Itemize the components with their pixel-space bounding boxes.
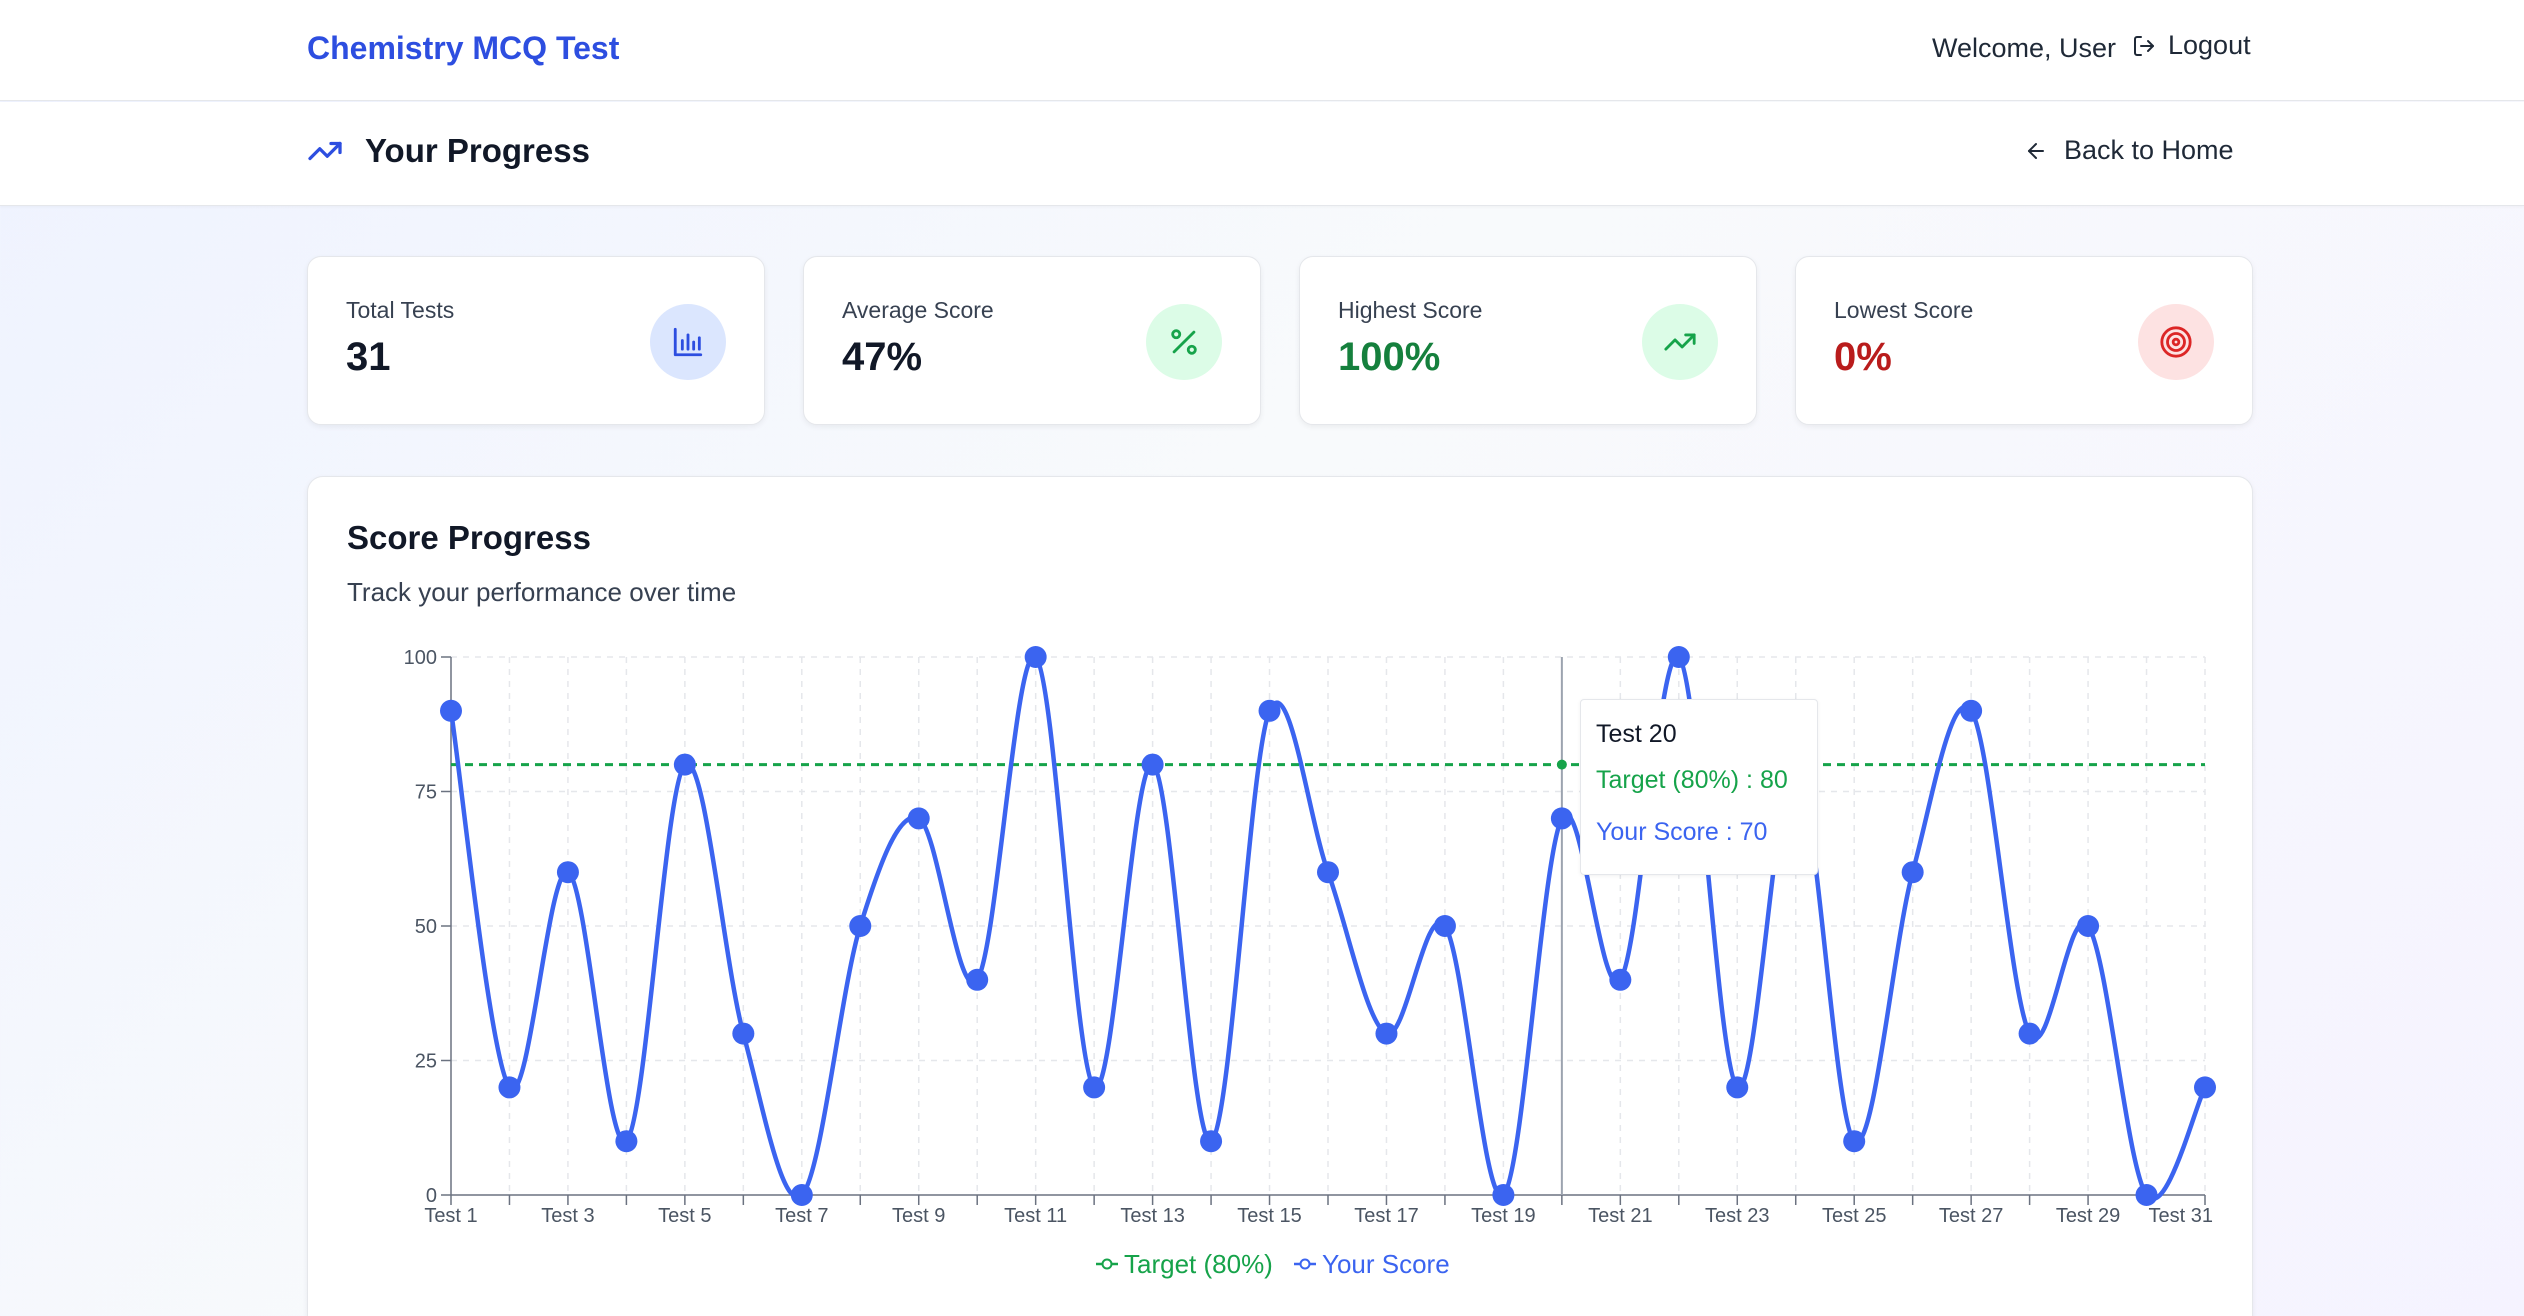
app-title[interactable]: Chemistry MCQ Test <box>307 30 620 66</box>
score-data-point <box>1083 1076 1106 1099</box>
score-data-point <box>1024 646 1047 668</box>
score-data-point <box>849 915 872 937</box>
legend-score-swatch-dot <box>1299 1258 1311 1270</box>
stat-value: 0% <box>1834 335 1892 379</box>
score-data-point <box>2135 1184 2158 1206</box>
percent-icon <box>1171 329 1197 355</box>
score-data-point <box>1433 915 1456 937</box>
logout-icon <box>2134 35 2154 56</box>
stat-label: Lowest Score <box>1834 297 1974 323</box>
stat-value: 31 <box>346 335 391 379</box>
x-tick-label: Test 31 <box>2149 1205 2213 1227</box>
chart-title: Score Progress <box>347 519 591 556</box>
score-data-point <box>2077 915 2100 937</box>
score-data-point <box>1667 646 1690 668</box>
score-data-point <box>1726 1076 1749 1099</box>
x-tick-label: Test 27 <box>1939 1205 2003 1227</box>
page-title: Your Progress <box>307 132 590 170</box>
stat-icon-circle <box>650 304 726 380</box>
x-tick-label: Test 19 <box>1471 1205 1535 1227</box>
x-tick-label: Test 23 <box>1705 1205 1769 1227</box>
target-icon <box>2160 326 2192 358</box>
x-tick-label: Test 17 <box>1354 1205 1418 1227</box>
logout-label: Logout <box>2168 30 2251 60</box>
y-tick-label: 25 <box>415 1051 437 1073</box>
score-data-point <box>1843 1130 1866 1153</box>
trending-up-icon <box>308 141 342 161</box>
tooltip-target-line: Target (80%) : 80 <box>1596 766 1788 794</box>
stat-card-average-score: Average Score 47% <box>803 256 1261 425</box>
score-data-point <box>615 1130 638 1153</box>
page-title-text: Your Progress <box>365 132 590 169</box>
tooltip-title: Test 20 <box>1596 720 1677 748</box>
score-data-point <box>732 1022 755 1045</box>
score-series-line <box>448 654 2208 1201</box>
score-data-point <box>556 861 579 884</box>
x-tick-label: Test 11 <box>1004 1205 1067 1227</box>
score-data-point <box>673 753 696 776</box>
score-data-point <box>498 1076 521 1099</box>
y-tick-label: 75 <box>415 782 437 804</box>
score-data-point <box>907 807 930 830</box>
tooltip-score-line: Your Score : 70 <box>1596 818 1768 846</box>
legend-target-swatch-dot <box>1101 1258 1113 1270</box>
back-to-home-button[interactable]: Back to Home <box>2024 135 2234 166</box>
score-data-point <box>440 699 462 722</box>
score-progress-card: Score Progress Track your performance ov… <box>307 476 2253 1316</box>
score-data-point <box>2194 1076 2216 1099</box>
score-data-point <box>1492 1184 1515 1206</box>
score-data-point <box>1317 861 1339 884</box>
x-tick-label: Test 7 <box>775 1205 828 1227</box>
chart-tooltip: Test 20 Target (80%) : 80 Your Score : 7… <box>1580 699 1818 875</box>
arrow-left-icon <box>2028 142 2044 159</box>
score-data-point <box>790 1184 813 1206</box>
x-tick-label: Test 25 <box>1822 1205 1886 1227</box>
target-series-point <box>1556 759 1567 770</box>
top-navbar: Chemistry MCQ Test Welcome, User Logout <box>0 0 2524 101</box>
score-data-point <box>1141 753 1164 776</box>
stat-label: Average Score <box>842 297 994 323</box>
score-data-point <box>1901 861 1924 884</box>
legend-score-label: Your Score <box>1322 1249 1450 1279</box>
stat-card-highest-score: Highest Score 100% <box>1299 256 1757 425</box>
welcome-text: Welcome, User <box>1932 33 2117 63</box>
logout-button[interactable]: Logout <box>2132 30 2251 61</box>
stat-card-total-tests: Total Tests 31 <box>307 256 765 425</box>
stat-value: 47% <box>842 335 923 379</box>
chart-subtitle: Track your performance over time <box>347 577 737 607</box>
page-header: Your Progress Back to Home <box>0 102 2524 206</box>
stat-icon-circle <box>1146 304 1222 380</box>
legend-target-label: Target (80%) <box>1124 1249 1273 1279</box>
score-data-point <box>1550 807 1573 830</box>
score-data-point <box>2018 1022 2041 1045</box>
score-data-point <box>1200 1130 1223 1153</box>
back-to-home-label: Back to Home <box>2064 135 2234 165</box>
x-tick-label: Test 1 <box>424 1205 477 1227</box>
y-tick-label: 0 <box>426 1185 437 1207</box>
stat-card-lowest-score: Lowest Score 0% <box>1795 256 2253 425</box>
x-tick-label: Test 15 <box>1237 1205 1301 1227</box>
y-tick-label: 100 <box>404 647 437 669</box>
x-tick-label: Test 29 <box>2056 1205 2120 1227</box>
score-data-point <box>1375 1022 1398 1045</box>
score-data-point <box>1960 699 1983 722</box>
score-data-point <box>1609 968 1632 991</box>
stat-label: Total Tests <box>346 297 455 323</box>
x-tick-label: Test 13 <box>1120 1205 1184 1227</box>
stat-label: Highest Score <box>1338 297 1483 323</box>
trending-up-icon <box>1664 333 1696 351</box>
score-data-point <box>1258 699 1281 722</box>
x-tick-label: Test 9 <box>892 1205 945 1227</box>
bar-chart-icon <box>673 327 703 357</box>
score-data-point <box>966 968 989 991</box>
y-tick-label: 50 <box>415 916 437 938</box>
stat-icon-circle <box>1642 304 1718 380</box>
x-tick-label: Test 21 <box>1588 1205 1652 1227</box>
stat-icon-circle <box>2138 304 2214 380</box>
stat-value: 100% <box>1338 335 1441 379</box>
x-tick-label: Test 5 <box>658 1205 711 1227</box>
x-tick-label: Test 3 <box>541 1205 594 1227</box>
